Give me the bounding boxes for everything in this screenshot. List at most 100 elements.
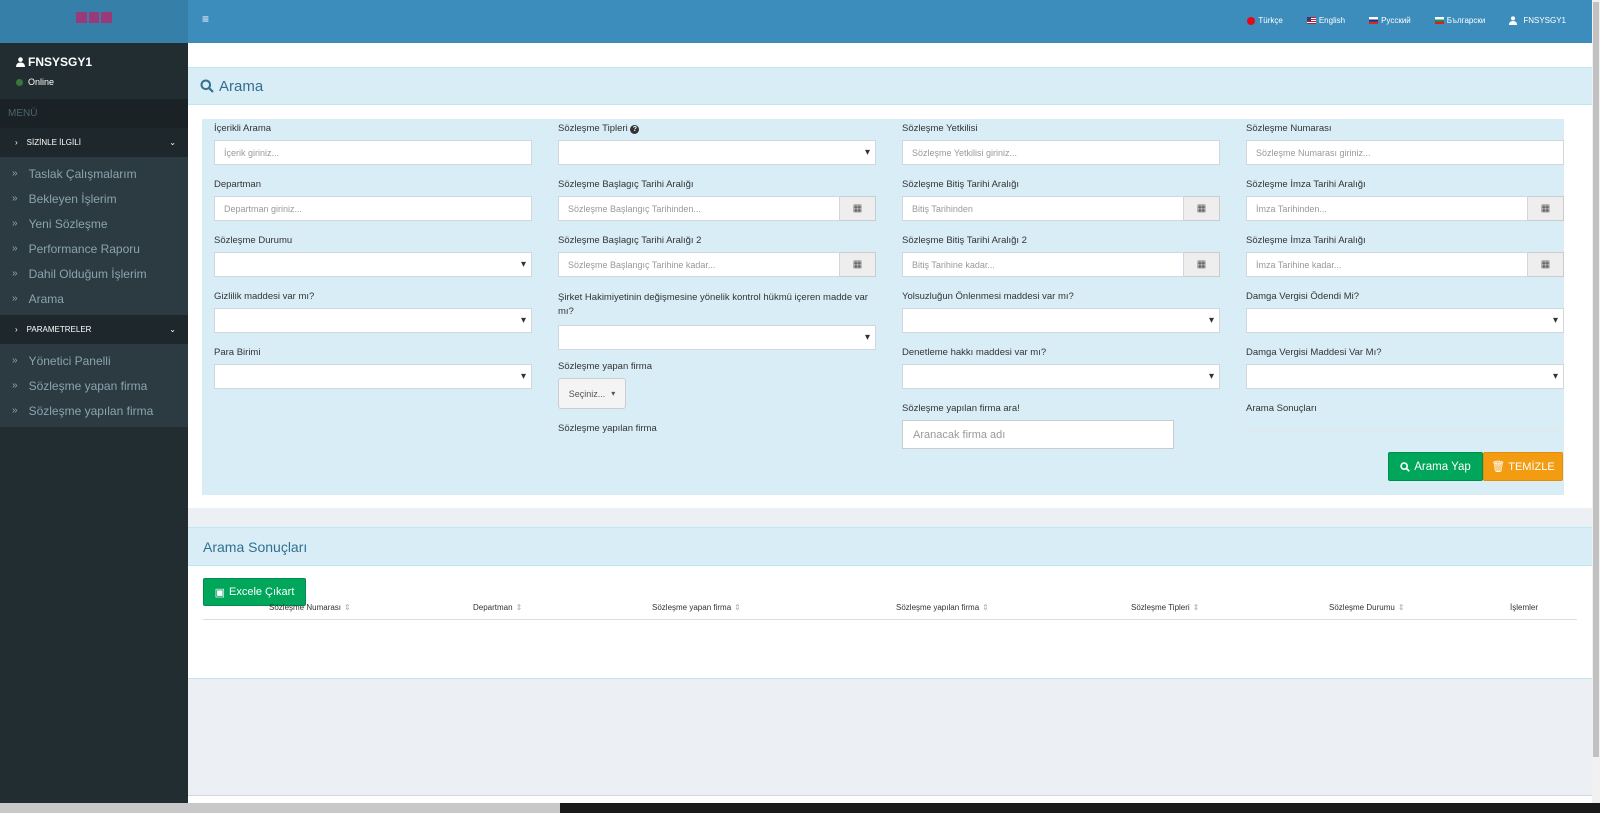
results-box: Arama Sonuçları (188, 527, 1592, 679)
caret-down-icon: ▾ (611, 389, 616, 398)
lang-bulgarian[interactable]: Български (1434, 16, 1485, 25)
search-button[interactable]: Arama Yap (1388, 452, 1483, 481)
damga-madde-select[interactable] (1246, 364, 1564, 389)
lang-turkce[interactable]: Türkçe (1247, 16, 1283, 25)
field-label: Damga Vergisi Maddesi Var Mı? (1246, 347, 1382, 358)
sidebar-item-yeni-sozlesme[interactable]: » Yeni Sözleşme (0, 211, 188, 236)
field-label: Sözleşme Tipleri ? (558, 123, 876, 134)
field-label: Damga Vergisi Ödendi Mi? (1246, 291, 1359, 302)
sozlesme-numarasi-input[interactable]: Sözleşme Numarası giriniz... (1246, 140, 1564, 165)
field-label: Sözleşme yapılan firma ara! (902, 403, 1020, 414)
field-label: Denetleme hakkı maddesi var mı? (902, 347, 1047, 358)
gizlilik-select[interactable] (214, 308, 532, 333)
hamburger-menu-icon[interactable]: ≡ (202, 12, 210, 26)
sidebar-item-arama[interactable]: » Arama (0, 286, 188, 311)
lang-english[interactable]: English (1306, 16, 1346, 25)
imza-tarihi-input[interactable]: İmza Tarihinden... (1246, 196, 1528, 221)
search-box: Arama İçerikli Arama İçerik giriniz... D… (188, 43, 1592, 508)
field-label: Sözleşme İmza Tarihi Aralığı (1246, 235, 1366, 246)
menu-section-parametreler[interactable]: › PARAMETRELER ⌄ (0, 315, 188, 344)
search-title: Arama (219, 77, 264, 95)
firma-ara-input[interactable]: Aranacak firma adı (902, 420, 1174, 449)
baslangic-tarihi-field: Sözleşme Başlagıç Tarihi Aralığı Sözleşm… (558, 179, 876, 221)
calendar-icon[interactable]: ▦ (1528, 252, 1564, 277)
logo[interactable] (0, 0, 188, 43)
sidebar-item-dahil[interactable]: » Dahil Olduğum İşlerim (0, 261, 188, 286)
clear-button-label: TEMİZLE (1508, 460, 1555, 473)
scrollbar-thumb[interactable] (1593, 2, 1599, 757)
bitis-tarihi-input[interactable]: Bitiş Tarihinden (902, 196, 1184, 221)
column-header-sozlesme-numarasi[interactable]: Sözleşme Numarası ⇕ (269, 603, 351, 612)
double-angle-right-icon: » (12, 268, 18, 279)
field-label: Sözleşme yapılan firma (558, 423, 657, 434)
bitis-tarihi-2-group: Bitiş Tarihine kadar... ▦ (902, 252, 1220, 277)
sidebar-item-performance[interactable]: » Performance Raporu (0, 236, 188, 261)
horizontal-scrollbar-thumb[interactable] (0, 803, 560, 813)
sozlesme-tipleri-select[interactable] (558, 140, 876, 165)
horizontal-scrollbar[interactable] (0, 803, 1600, 813)
menu-section-sizinle-ilgili[interactable]: › SİZİNLE İLGİLİ ⌄ (0, 128, 188, 157)
imza-tarihi-2-input[interactable]: İmza Tarihine kadar... (1246, 252, 1528, 277)
search-icon (200, 79, 214, 93)
sidebar-item-yapilan-firma[interactable]: » Sözleşme yapılan firma (0, 398, 188, 423)
chevron-right-icon: › (15, 325, 18, 334)
column-header-sozlesme-tipleri[interactable]: Sözleşme Tipleri ⇕ (1131, 603, 1199, 612)
user-status: Online (16, 77, 188, 87)
departman-input[interactable]: Departman giriniz... (214, 196, 532, 221)
clear-button[interactable]: 🗑 TEMİZLE (1483, 452, 1563, 481)
field-label: Sözleşme İmza Tarihi Aralığı (1246, 179, 1366, 190)
calendar-icon[interactable]: ▦ (1184, 252, 1220, 277)
vertical-scrollbar[interactable] (1592, 0, 1600, 813)
chevron-right-icon: › (15, 138, 18, 147)
sidebar-item-taslak[interactable]: » Taslak Çalışmalarım (0, 161, 188, 186)
calendar-icon[interactable]: ▦ (840, 252, 876, 277)
field-label: Sözleşme Yetkilisi (902, 123, 978, 134)
bitis-tarihi-2-field: Sözleşme Bitiş Tarihi Aralığı 2 Bitiş Ta… (902, 235, 1220, 277)
sozlesme-durumu-select[interactable] (214, 252, 532, 277)
user-icon (16, 57, 25, 67)
question-circle-icon[interactable]: ? (630, 125, 640, 134)
sidebar-item-yapan-firma[interactable]: » Sözleşme yapan firma (0, 373, 188, 398)
user-menu[interactable]: FNSYSGY1 (1509, 16, 1566, 25)
gizlilik-field: Gizlilik maddesi var mı? (214, 291, 532, 333)
column-header-departman[interactable]: Departman ⇕ (473, 603, 522, 612)
sidebar-item-yonetici[interactable]: » Yönetici Panelli (0, 348, 188, 373)
column-header-yapilan-firma[interactable]: Sözleşme yapılan firma ⇕ (896, 603, 989, 612)
column-label: Sözleşme Durumu (1329, 603, 1395, 612)
save-icon: ▣ (214, 586, 225, 599)
column-header-yapan-firma[interactable]: Sözleşme yapan firma ⇕ (652, 603, 741, 612)
online-dot-icon (16, 78, 23, 86)
sort-icon: ⇕ (1397, 603, 1405, 612)
sidebar-item-label: Performance Raporu (28, 241, 140, 256)
double-angle-right-icon: » (12, 293, 18, 304)
sozlesme-tipleri-field: Sözleşme Tipleri ? (558, 123, 876, 165)
content: Arama İçerikli Arama İçerik giriniz... D… (188, 43, 1592, 803)
icerikli-arama-input[interactable]: İçerik giriniz... (214, 140, 532, 165)
sozlesme-durumu-field: Sözleşme Durumu (214, 235, 532, 277)
sidebar-item-bekleyen[interactable]: » Bekleyen İşlerim (0, 186, 188, 211)
calendar-icon[interactable]: ▦ (1184, 196, 1220, 221)
sirket-hakimiyeti-select[interactable] (558, 325, 876, 350)
bitis-tarihi-2-input[interactable]: Bitiş Tarihine kadar... (902, 252, 1184, 277)
trash-icon: 🗑 (1491, 461, 1506, 473)
baslangic-tarihi-2-input[interactable]: Sözleşme Başlangıç Tarihine kadar... (558, 252, 840, 277)
yapan-firma-dropdown-button[interactable]: Seçiniz... ▾ (558, 378, 626, 409)
sozlesme-yetkilisi-input[interactable]: Sözleşme Yetkilisi giriniz... (902, 140, 1220, 165)
lang-russian[interactable]: Русский (1369, 16, 1411, 25)
topbar: ≡ Türkçe English Русский Български FNSYS… (188, 0, 1592, 43)
excel-export-button[interactable]: ▣ Excele Çıkart (203, 578, 306, 606)
damga-odendi-select[interactable] (1246, 308, 1564, 333)
denetleme-select[interactable] (902, 364, 1220, 389)
lang-label: English (1318, 16, 1346, 25)
sort-icon: ⇕ (734, 603, 741, 612)
sidebar: FNSYSGY1 Online MENÜ › SİZİNLE İLGİLİ ⌄ »… (0, 0, 188, 813)
para-birimi-select[interactable] (214, 364, 532, 389)
calendar-icon[interactable]: ▦ (840, 196, 876, 221)
calendar-icon[interactable]: ▦ (1528, 196, 1564, 221)
baslangic-tarihi-input[interactable]: Sözleşme Başlangıç Tarihinden... (558, 196, 840, 221)
sort-icon: ⇕ (1192, 603, 1200, 612)
user-icon (1509, 16, 1518, 25)
column-header-sozlesme-durumu[interactable]: Sözleşme Durumu ⇕ (1329, 603, 1405, 612)
yolsuzluk-select[interactable] (902, 308, 1220, 333)
double-angle-right-icon: » (12, 405, 18, 416)
